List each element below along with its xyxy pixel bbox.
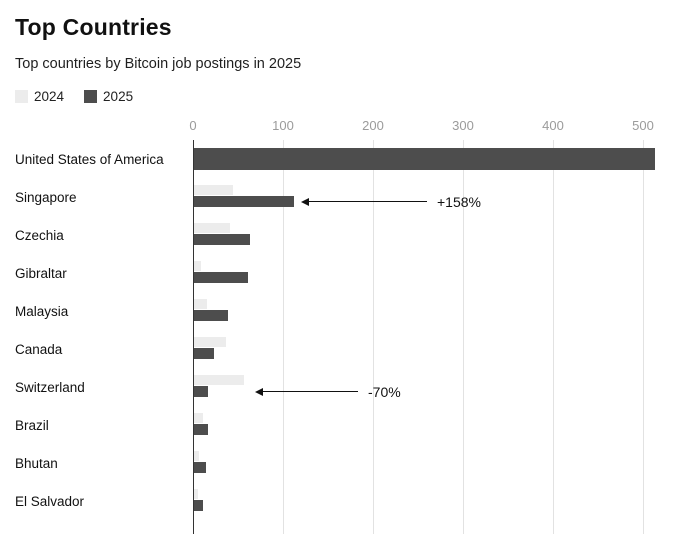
x-tick-label: 200 (362, 118, 384, 133)
legend: 2024 2025 (15, 89, 690, 104)
chart-row: Gibraltar (0, 254, 690, 292)
bar-2025 (194, 348, 214, 359)
annotation: +158% (301, 193, 481, 210)
country-label: Bhutan (15, 455, 58, 471)
legend-swatch (15, 90, 28, 103)
bar-2024 (194, 223, 230, 233)
country-label: Gibraltar (15, 265, 67, 281)
gridline (283, 140, 284, 534)
row-bars (193, 406, 690, 444)
row-bars (193, 140, 690, 178)
x-axis: 0 100 200 300 400 500 (0, 116, 690, 140)
chart-rows: United States of America Singapore +158% Cz… (0, 140, 690, 520)
country-label: United States of America (15, 151, 164, 167)
row-bars (193, 254, 690, 292)
chart-row: El Salvador (0, 482, 690, 520)
bar-2024 (194, 337, 226, 347)
bar-2024 (194, 375, 244, 385)
bar-2024 (194, 413, 203, 423)
chart-row: Czechia (0, 216, 690, 254)
annotation-label: +158% (437, 193, 481, 210)
chart-row: Singapore +158% (0, 178, 690, 216)
bar-2024 (194, 451, 200, 461)
gridline (463, 140, 464, 534)
bar-2024 (194, 185, 233, 195)
bar-2025 (194, 196, 294, 207)
page-title: Top Countries (15, 14, 172, 40)
x-tick-label: 100 (272, 118, 294, 133)
x-tick-label: 400 (542, 118, 564, 133)
x-tick-label: 0 (189, 118, 197, 133)
chart-row: Switzerland -70% (0, 368, 690, 406)
country-label: El Salvador (15, 493, 85, 509)
row-bars: +158% (193, 178, 690, 216)
legend-label: 2024 (34, 89, 65, 104)
bar-2024 (194, 261, 202, 271)
country-label: Czechia (15, 227, 64, 243)
chart-row: Canada (0, 330, 690, 368)
bar-2024 (194, 489, 198, 499)
legend-item-2024: 2024 (15, 89, 64, 104)
country-label: Brazil (15, 417, 49, 433)
annotation: -70% (255, 383, 401, 400)
row-bars (193, 482, 690, 520)
axis-zero-line (193, 140, 194, 534)
bar-chart: 0 100 200 300 400 500 United States of Americ… (0, 116, 690, 534)
arrow-line (309, 200, 427, 203)
row-bars: -70% (193, 368, 690, 406)
x-tick-label: 500 (632, 118, 654, 133)
legend-label: 2025 (103, 89, 134, 104)
gridline (553, 140, 554, 534)
chart-body: United States of America Singapore +158% Cz… (0, 140, 690, 534)
arrow-left-icon (301, 197, 309, 206)
country-label: Malaysia (15, 303, 69, 319)
bar-2025 (194, 424, 208, 435)
chart-row: United States of America (0, 140, 690, 178)
legend-swatch (84, 90, 98, 103)
arrow-left-icon (255, 387, 263, 396)
bar-2025 (194, 310, 229, 321)
bar-2025 (194, 272, 248, 283)
gridline (643, 140, 644, 534)
bar-2025 (194, 462, 206, 473)
bar-2024 (194, 299, 207, 309)
arrow-line (263, 390, 358, 393)
x-tick-label: 300 (452, 118, 474, 133)
row-bars (193, 216, 690, 254)
row-bars (193, 444, 690, 482)
gridline (373, 140, 374, 534)
country-label: Singapore (15, 189, 77, 205)
chart-row: Bhutan (0, 444, 690, 482)
row-bars (193, 292, 690, 330)
chart-subtitle: Top countries by Bitcoin job postings in… (15, 56, 302, 72)
bar-2025 (194, 234, 250, 245)
chart-row: Brazil (0, 406, 690, 444)
country-label: Switzerland (15, 379, 85, 395)
chart-row: Malaysia (0, 292, 690, 330)
legend-item-2025: 2025 (84, 89, 133, 104)
annotation-label: -70% (368, 383, 401, 400)
bar-2025 (194, 386, 209, 397)
bar-2025 (194, 148, 655, 170)
bar-2025 (194, 500, 203, 511)
gridlines (0, 140, 690, 534)
country-label: Canada (15, 341, 63, 357)
row-bars (193, 330, 690, 368)
